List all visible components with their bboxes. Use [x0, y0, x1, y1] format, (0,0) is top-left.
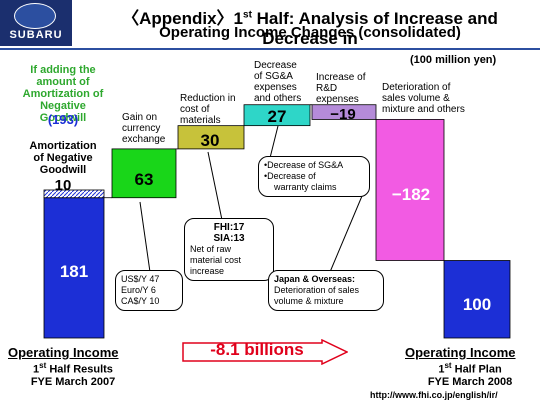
- arrow-text: -8.1 billions: [210, 340, 304, 359]
- title-divider: [0, 48, 540, 50]
- callout-japan-overseas: Japan & Overseas: Deterioration of sales v…: [268, 270, 384, 311]
- currency-label: Gain on currency exchange: [122, 112, 166, 145]
- value-label-end: 100: [462, 295, 492, 314]
- pointer-deterioration: [329, 195, 363, 273]
- bar-sga: [243, 104, 311, 127]
- value-label-materials: 30: [200, 131, 220, 150]
- arrow-shape: [182, 339, 348, 365]
- unit-label: (100 million yen): [410, 54, 497, 66]
- callout-fx-rates: US$/Y 47 Euro/Y 6 CA$/Y 10: [115, 270, 183, 311]
- value-label-currency: 63: [134, 170, 154, 189]
- bar-end: [443, 260, 511, 339]
- page-title-line1: 〈Appendix〉1st Half: Analysis of Increase…: [122, 9, 498, 48]
- bar-deterioration: [375, 119, 445, 261]
- goodwill-note: If adding the amount of Amortization of …: [22, 64, 104, 124]
- pointer-materials: [207, 151, 223, 221]
- materials-label: Reduction in cost of materials: [180, 93, 236, 126]
- sga-label: Decrease of SG&A expenses and others: [254, 60, 302, 104]
- amortization-label: Amortization of Negative Goodwill: [29, 140, 97, 176]
- bar-materials: [177, 125, 245, 150]
- value-label-sga: 27: [267, 107, 287, 126]
- footer-url: http://www.fhi.co.jp/english/ir/: [370, 390, 498, 400]
- callout-sga: •Decrease of SG&A •Decrease of warranty cl…: [258, 156, 370, 197]
- bar-currency: [111, 148, 177, 199]
- subaru-stars-icon: [14, 3, 56, 29]
- value-label-deterioration: −182: [391, 185, 431, 204]
- bar-amortization-goodwill: [43, 189, 105, 199]
- value-label-start: 181: [59, 262, 89, 281]
- callout-materials: FHI:17 SIA:13 Net of raw material cost inc…: [184, 218, 274, 281]
- goodwill-total: (193): [47, 112, 79, 127]
- bottom-left-label: Operating Income 1st Half Results FYE Ma…: [8, 345, 119, 388]
- deterioration-label: Deterioration of sales volume & mixture an…: [382, 82, 465, 115]
- bar-rd: [311, 104, 377, 120]
- value-label-rd: −19: [330, 106, 356, 123]
- page-title-line2: Operating Income Changes (consolidated): [159, 24, 461, 41]
- logo-text: SUBARU: [9, 29, 63, 41]
- pointer-fx: [139, 201, 151, 273]
- amortization-value: 10: [54, 177, 72, 194]
- pointer-sga: [269, 125, 279, 159]
- rd-label: Increase of R&D expenses: [316, 72, 366, 105]
- bottom-right-label: Operating Income 1st Half Plan FYE March…: [405, 345, 516, 388]
